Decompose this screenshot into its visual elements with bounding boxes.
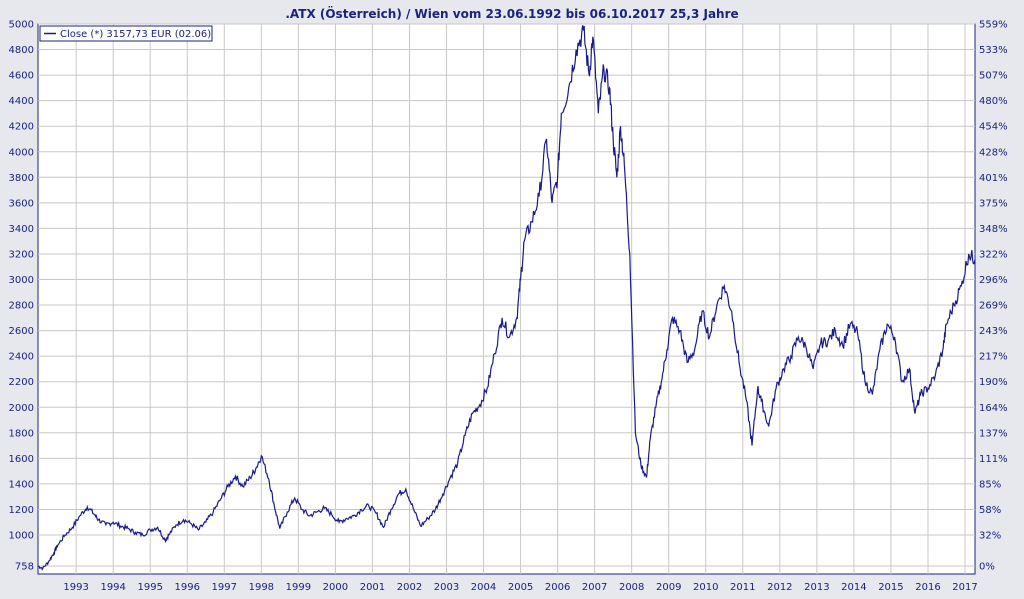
y-right-tick-label: 428% [979, 147, 1008, 158]
chart-title: .ATX (Österreich) / Wien vom 23.06.1992 … [285, 6, 738, 21]
y-left-tick-label: 1200 [9, 505, 34, 516]
x-tick-label: 1995 [137, 582, 162, 593]
y-left-tick-label: 4200 [9, 122, 34, 133]
y-axis-right-ticks: 0% 32% 58% 85% 111% 137% 164% 190% 217% 243% 269% 2… [979, 20, 1008, 573]
y-left-tick-label: 1400 [9, 479, 34, 490]
y-right-tick-label: 217% [979, 352, 1008, 363]
y-right-tick-label: 0% [979, 562, 995, 573]
y-left-tick-label: 2600 [9, 326, 34, 337]
legend-box [39, 25, 213, 42]
x-tick-label: 2017 [952, 582, 977, 593]
y-right-tick-label: 454% [979, 122, 1008, 133]
x-tick-label: 2009 [656, 582, 681, 593]
y-right-tick-label: 243% [979, 326, 1008, 337]
y-left-tick-label: 3400 [9, 224, 34, 235]
y-axis-left-ticks: 758 1000 1200 1400 1600 1800 2000 2200 2400 2600 2… [9, 20, 34, 573]
x-tick-label: 1999 [286, 582, 311, 593]
y-left-tick-label: 5000 [9, 20, 34, 31]
y-right-tick-label: 85% [979, 479, 1001, 490]
x-tick-label: 2010 [693, 582, 718, 593]
y-right-tick-label: 296% [979, 275, 1008, 286]
x-tick-label: 2003 [434, 582, 459, 593]
y-left-tick-label: 4000 [9, 147, 34, 158]
x-tick-label: 2013 [804, 582, 829, 593]
x-tick-label: 1997 [212, 582, 237, 593]
x-tick-label: 1998 [249, 582, 274, 593]
y-left-tick-label: 2200 [9, 377, 34, 388]
series-line-close [37, 25, 976, 571]
grid-lines [38, 23, 975, 574]
y-left-tick-label: 3200 [9, 249, 34, 260]
x-tick-label: 2014 [841, 582, 866, 593]
x-tick-label: 2008 [619, 582, 644, 593]
plot-area [37, 23, 976, 575]
y-right-tick-label: 190% [979, 377, 1008, 388]
x-tick-label: 2016 [915, 582, 940, 593]
x-tick-label: 2012 [767, 582, 792, 593]
y-right-tick-label: 533% [979, 45, 1008, 56]
y-left-tick-label: 758 [15, 562, 34, 573]
y-right-tick-label: 322% [979, 249, 1008, 260]
legend: Close (*) 3157,73 EUR (02.06) [39, 25, 213, 42]
y-left-tick-label: 4800 [9, 45, 34, 56]
y-left-tick-label: 1800 [9, 428, 34, 439]
x-tick-label: 1994 [100, 582, 125, 593]
y-right-tick-label: 348% [979, 224, 1008, 235]
y-left-tick-label: 4400 [9, 96, 34, 107]
y-right-tick-label: 480% [979, 96, 1008, 107]
y-right-tick-label: 111% [979, 454, 1008, 465]
x-tick-label: 2011 [730, 582, 755, 593]
x-tick-label: 2001 [360, 582, 385, 593]
y-left-tick-label: 2000 [9, 403, 34, 414]
y-right-tick-label: 32% [979, 531, 1001, 542]
legend-label: Close (*) 3157,73 EUR (02.06) [60, 29, 211, 40]
y-right-tick-label: 559% [979, 20, 1008, 31]
x-tick-label: 2002 [397, 582, 422, 593]
x-axis-ticks: 1993 1994 1995 1996 1997 1998 1999 2000 2001 2002… [63, 582, 977, 593]
y-right-tick-label: 375% [979, 198, 1008, 209]
x-tick-label: 1993 [63, 582, 88, 593]
x-tick-label: 2006 [545, 582, 570, 593]
y-right-tick-label: 507% [979, 71, 1008, 82]
y-right-tick-label: 269% [979, 301, 1008, 312]
y-right-tick-label: 137% [979, 428, 1008, 439]
y-right-tick-label: 164% [979, 403, 1008, 414]
y-left-tick-label: 2800 [9, 301, 34, 312]
x-tick-label: 2000 [323, 582, 348, 593]
y-left-tick-label: 1000 [9, 531, 34, 542]
x-tick-label: 2007 [582, 582, 607, 593]
x-tick-label: 1996 [175, 582, 200, 593]
series-layer [37, 25, 976, 571]
y-left-tick-label: 3800 [9, 173, 34, 184]
y-left-tick-label: 4600 [9, 71, 34, 82]
x-tick-label: 2005 [508, 582, 533, 593]
x-tick-label: 2004 [471, 582, 496, 593]
x-tick-label: 2015 [878, 582, 903, 593]
y-left-tick-label: 3000 [9, 275, 34, 286]
y-left-tick-label: 2400 [9, 352, 34, 363]
y-right-tick-label: 401% [979, 173, 1008, 184]
y-left-tick-label: 1600 [9, 454, 34, 465]
y-right-tick-label: 58% [979, 505, 1001, 516]
y-left-tick-label: 3600 [9, 198, 34, 209]
